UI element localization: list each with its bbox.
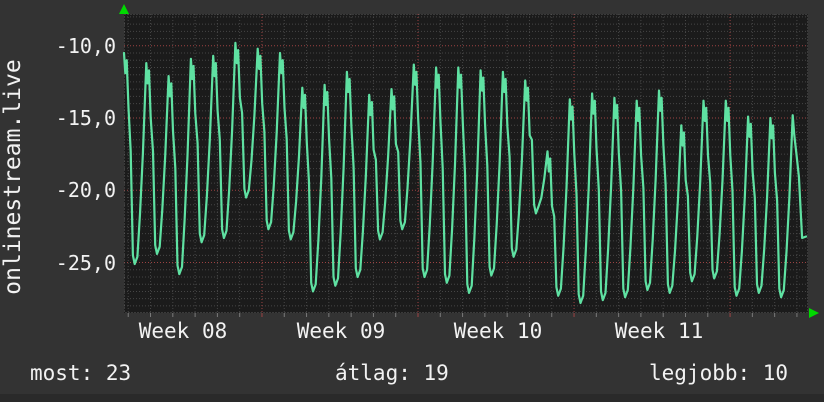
chart-vertical-title: onlinestream.live bbox=[0, 59, 26, 295]
y-axis-tick-label: -15,0 bbox=[55, 106, 116, 130]
y-axis-tick-label: -20,0 bbox=[55, 178, 116, 202]
x-tick-week-08: Week 08 bbox=[138, 319, 228, 343]
x-tick-week-09: Week 09 bbox=[296, 319, 386, 343]
y-axis-arrow-up-icon bbox=[119, 4, 129, 14]
x-tick-week-11: Week 11 bbox=[614, 319, 704, 343]
y-axis-tick-label: -10,0 bbox=[55, 34, 116, 58]
chart-plot-area bbox=[122, 14, 808, 317]
x-axis-arrow-right-icon bbox=[809, 308, 819, 318]
y-axis-tick-label: -25,0 bbox=[55, 251, 116, 275]
stat-current: most: 23 bbox=[30, 361, 132, 385]
x-tick-week-10: Week 10 bbox=[453, 319, 543, 343]
stat-best: legjobb: 10 bbox=[649, 361, 789, 385]
bottom-strip bbox=[0, 394, 824, 402]
chart-canvas bbox=[122, 14, 808, 317]
stat-average: átlag: 19 bbox=[335, 361, 449, 385]
